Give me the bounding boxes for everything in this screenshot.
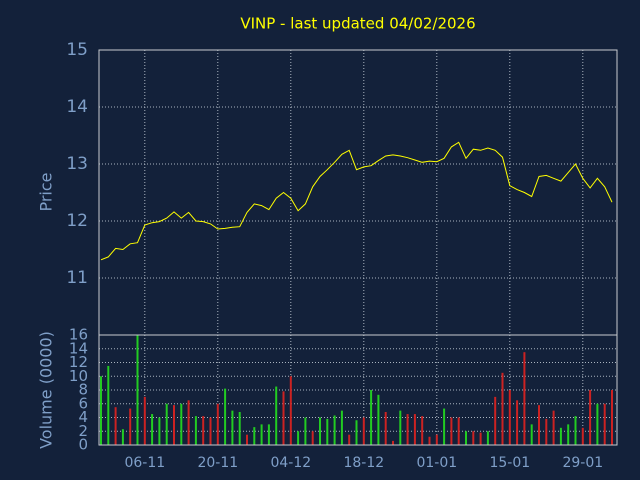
volume-bar [253, 427, 256, 445]
volume-bar [377, 394, 380, 445]
volume-bar [457, 417, 460, 445]
volume-bar [545, 418, 548, 445]
volume-bar [209, 417, 212, 445]
volume-bar [589, 390, 592, 445]
volume-bar [114, 407, 117, 445]
volume-bar [501, 372, 504, 445]
volume-bar [304, 417, 307, 445]
volume-bar [465, 431, 467, 445]
volume-bar [260, 424, 263, 445]
volume-bar [392, 440, 394, 445]
volume-bar [333, 415, 336, 445]
volume-bar [216, 403, 219, 445]
volume-bar [121, 429, 124, 445]
y-tick-label: 14 [66, 97, 88, 117]
y-tick-label: 16 [69, 326, 88, 344]
volume-bar [180, 403, 183, 445]
volume-bar [559, 427, 562, 445]
volume-bar [238, 412, 241, 445]
volume-bar [603, 403, 606, 445]
volume-bar [538, 405, 540, 445]
volume-bar [370, 390, 373, 445]
volume-bar [479, 432, 482, 445]
volume-bar [187, 400, 190, 445]
volume-bar [413, 414, 416, 445]
volume-bar [194, 416, 197, 445]
volume-bar [311, 431, 314, 445]
volume-bar [165, 403, 168, 445]
volume-bar [508, 390, 511, 445]
volume-bar [450, 417, 453, 445]
y-tick-label: 12 [66, 211, 88, 231]
x-tick-label: 20-11 [197, 455, 238, 471]
volume-bar [202, 416, 205, 445]
x-tick-label: 29-01 [562, 455, 603, 471]
y-tick-label: 14 [69, 339, 88, 357]
y-tick-label: 4 [78, 408, 88, 426]
x-tick-label: 15-01 [489, 455, 530, 471]
volume-bar [486, 431, 489, 445]
volume-bar [362, 417, 365, 445]
volume-axis-label: Volume (0000) [37, 331, 56, 449]
x-tick-label: 04-12 [270, 455, 311, 471]
volume-bar [581, 427, 584, 445]
volume-bar [611, 390, 613, 445]
volume-bar [348, 434, 351, 445]
volume-bar [275, 386, 278, 445]
x-tick-label: 18-12 [343, 455, 384, 471]
volume-bar [355, 420, 358, 445]
volume-bar [151, 414, 154, 445]
volume-bar [100, 376, 102, 445]
volume-bar [574, 416, 577, 445]
price-axis-label: Price [37, 172, 56, 211]
volume-bar [107, 365, 110, 445]
volume-bar [143, 396, 146, 445]
y-tick-label: 10 [69, 367, 88, 385]
x-tick-label: 01-01 [416, 455, 457, 471]
volume-bar [523, 352, 526, 445]
y-tick-label: 12 [69, 353, 88, 371]
volume-bar [224, 388, 227, 445]
volume-bar [399, 410, 402, 445]
x-tick-label: 06-11 [124, 455, 165, 471]
y-tick-label: 11 [66, 268, 88, 288]
volume-frame [98, 334, 618, 446]
price-line [100, 141, 613, 261]
volume-bar [282, 391, 285, 445]
volume-bar [319, 417, 321, 445]
volume-bar [129, 408, 132, 445]
volume-bar [246, 434, 248, 445]
volume-bar [516, 400, 519, 445]
volume-bar [596, 403, 599, 445]
y-tick-label: 13 [66, 154, 88, 174]
volume-bar [552, 410, 555, 445]
volume-bar [421, 416, 424, 445]
chart-title: VINP - last updated 04/02/2026 [240, 15, 475, 33]
volume-bar [297, 431, 300, 445]
volume-bar [231, 410, 234, 445]
y-tick-label: 2 [78, 422, 88, 440]
volume-bar [530, 424, 533, 445]
y-tick-label: 15 [66, 40, 88, 60]
volume-bar [406, 414, 409, 445]
volume-bar [289, 376, 292, 445]
volume-bar [340, 410, 343, 445]
volume-bar [173, 405, 175, 445]
volume-bar [384, 412, 387, 445]
volume-bar [494, 396, 497, 445]
volume-bar [428, 436, 431, 445]
volume-bar [267, 424, 270, 445]
volume-bar [435, 434, 438, 445]
volume-bar [472, 431, 475, 445]
volume-bar [158, 417, 161, 445]
volume-bar [443, 408, 446, 445]
y-tick-label: 8 [78, 381, 88, 399]
y-tick-label: 6 [78, 394, 88, 412]
volume-bar [326, 418, 329, 445]
y-tick-label: 0 [78, 436, 88, 454]
volume-bar [136, 335, 139, 445]
volume-bar [567, 424, 570, 445]
